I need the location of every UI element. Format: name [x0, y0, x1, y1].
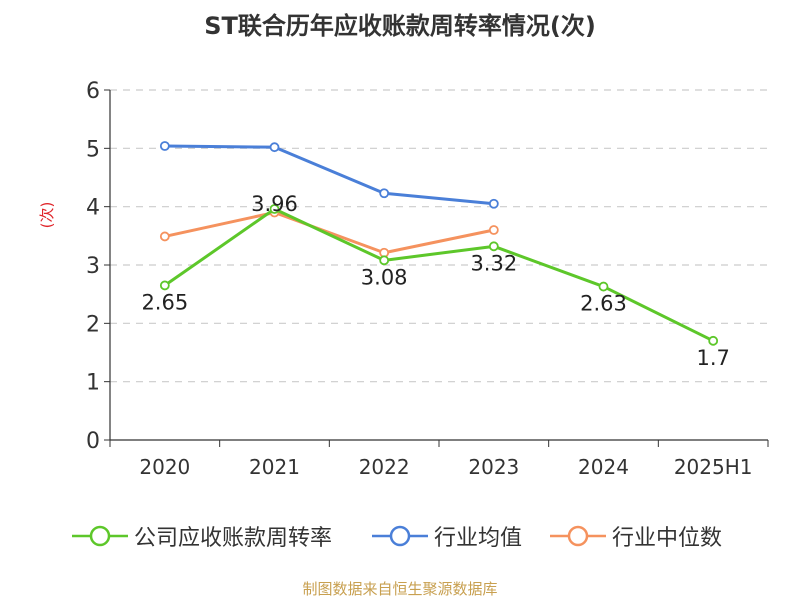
chart-title: ST联合历年应收账款周转率情况(次) [204, 12, 596, 40]
y-tick-label-5: 5 [86, 137, 100, 162]
y-axis-label: (次) [38, 202, 56, 229]
point-s0-2024 [598, 281, 609, 292]
x-tick-label-2023: 2023 [468, 455, 519, 479]
x-tick-label-2021: 2021 [249, 455, 300, 479]
series-line-0 [163, 207, 714, 343]
data-labels: 2.65 3.96 3.08 3.32 2.63 1.7 [141, 192, 729, 370]
y-tick-label-2: 2 [86, 312, 100, 337]
legend-label-company: 公司应收账款周转率 [134, 526, 333, 551]
legend-label-industry-median: 行业中位数 [612, 526, 723, 551]
data-label-2021: 3.96 [251, 192, 298, 216]
data-label-2020: 2.65 [141, 290, 188, 314]
point-s1-2021 [269, 142, 280, 153]
y-tick-label-6: 6 [86, 79, 100, 104]
series-line-2 [164, 211, 495, 255]
point-s0-2020 [159, 280, 170, 291]
data-label-2022: 3.08 [361, 265, 408, 289]
y-tick-label-1: 1 [86, 371, 100, 396]
legend-marker-industry-mean [372, 525, 428, 547]
source-note: 制图数据来自恒生聚源数据库 [302, 580, 498, 598]
point-s1-2023 [488, 198, 499, 209]
point-s2-2020 [159, 231, 170, 242]
point-s0-2025H1 [708, 335, 719, 346]
series-lines [159, 141, 719, 346]
data-label-2024: 2.63 [580, 292, 627, 316]
legend-marker-industry-median [550, 525, 606, 547]
data-label-2025H1: 1.7 [696, 346, 729, 370]
data-label-2023: 3.32 [470, 251, 517, 275]
legend-item-industry-mean[interactable]: 行业均值 [372, 518, 522, 554]
point-s1-2022 [379, 188, 390, 199]
x-tick-label-2022: 2022 [359, 455, 410, 479]
axes: 0 1 2 3 4 5 6 2020 2021 2022 2023 2024 2025H1 (次) [38, 79, 769, 479]
point-s0-2022 [379, 255, 390, 266]
point-s0-2021 [269, 204, 280, 214]
x-tick-label-2024: 2024 [578, 455, 629, 479]
point-s1-2020 [159, 141, 170, 151]
legend-item-industry-median[interactable]: 行业中位数 [550, 518, 722, 554]
x-tick-label-2020: 2020 [139, 455, 190, 479]
legend-item-company[interactable]: 公司应收账款周转率 [72, 518, 332, 554]
grid-lines [110, 89, 768, 383]
y-tick-label-0: 0 [86, 429, 100, 454]
legend-marker-company [72, 525, 128, 547]
point-s0-2023 [488, 241, 499, 252]
y-tick-label-3: 3 [86, 254, 100, 279]
series-line-1 [164, 144, 494, 206]
x-tick-label-2025H1: 2025H1 [674, 455, 753, 479]
point-s2-2023 [488, 225, 499, 235]
y-tick-label-4: 4 [86, 196, 100, 221]
legend-label-industry-mean: 行业均值 [434, 526, 523, 551]
